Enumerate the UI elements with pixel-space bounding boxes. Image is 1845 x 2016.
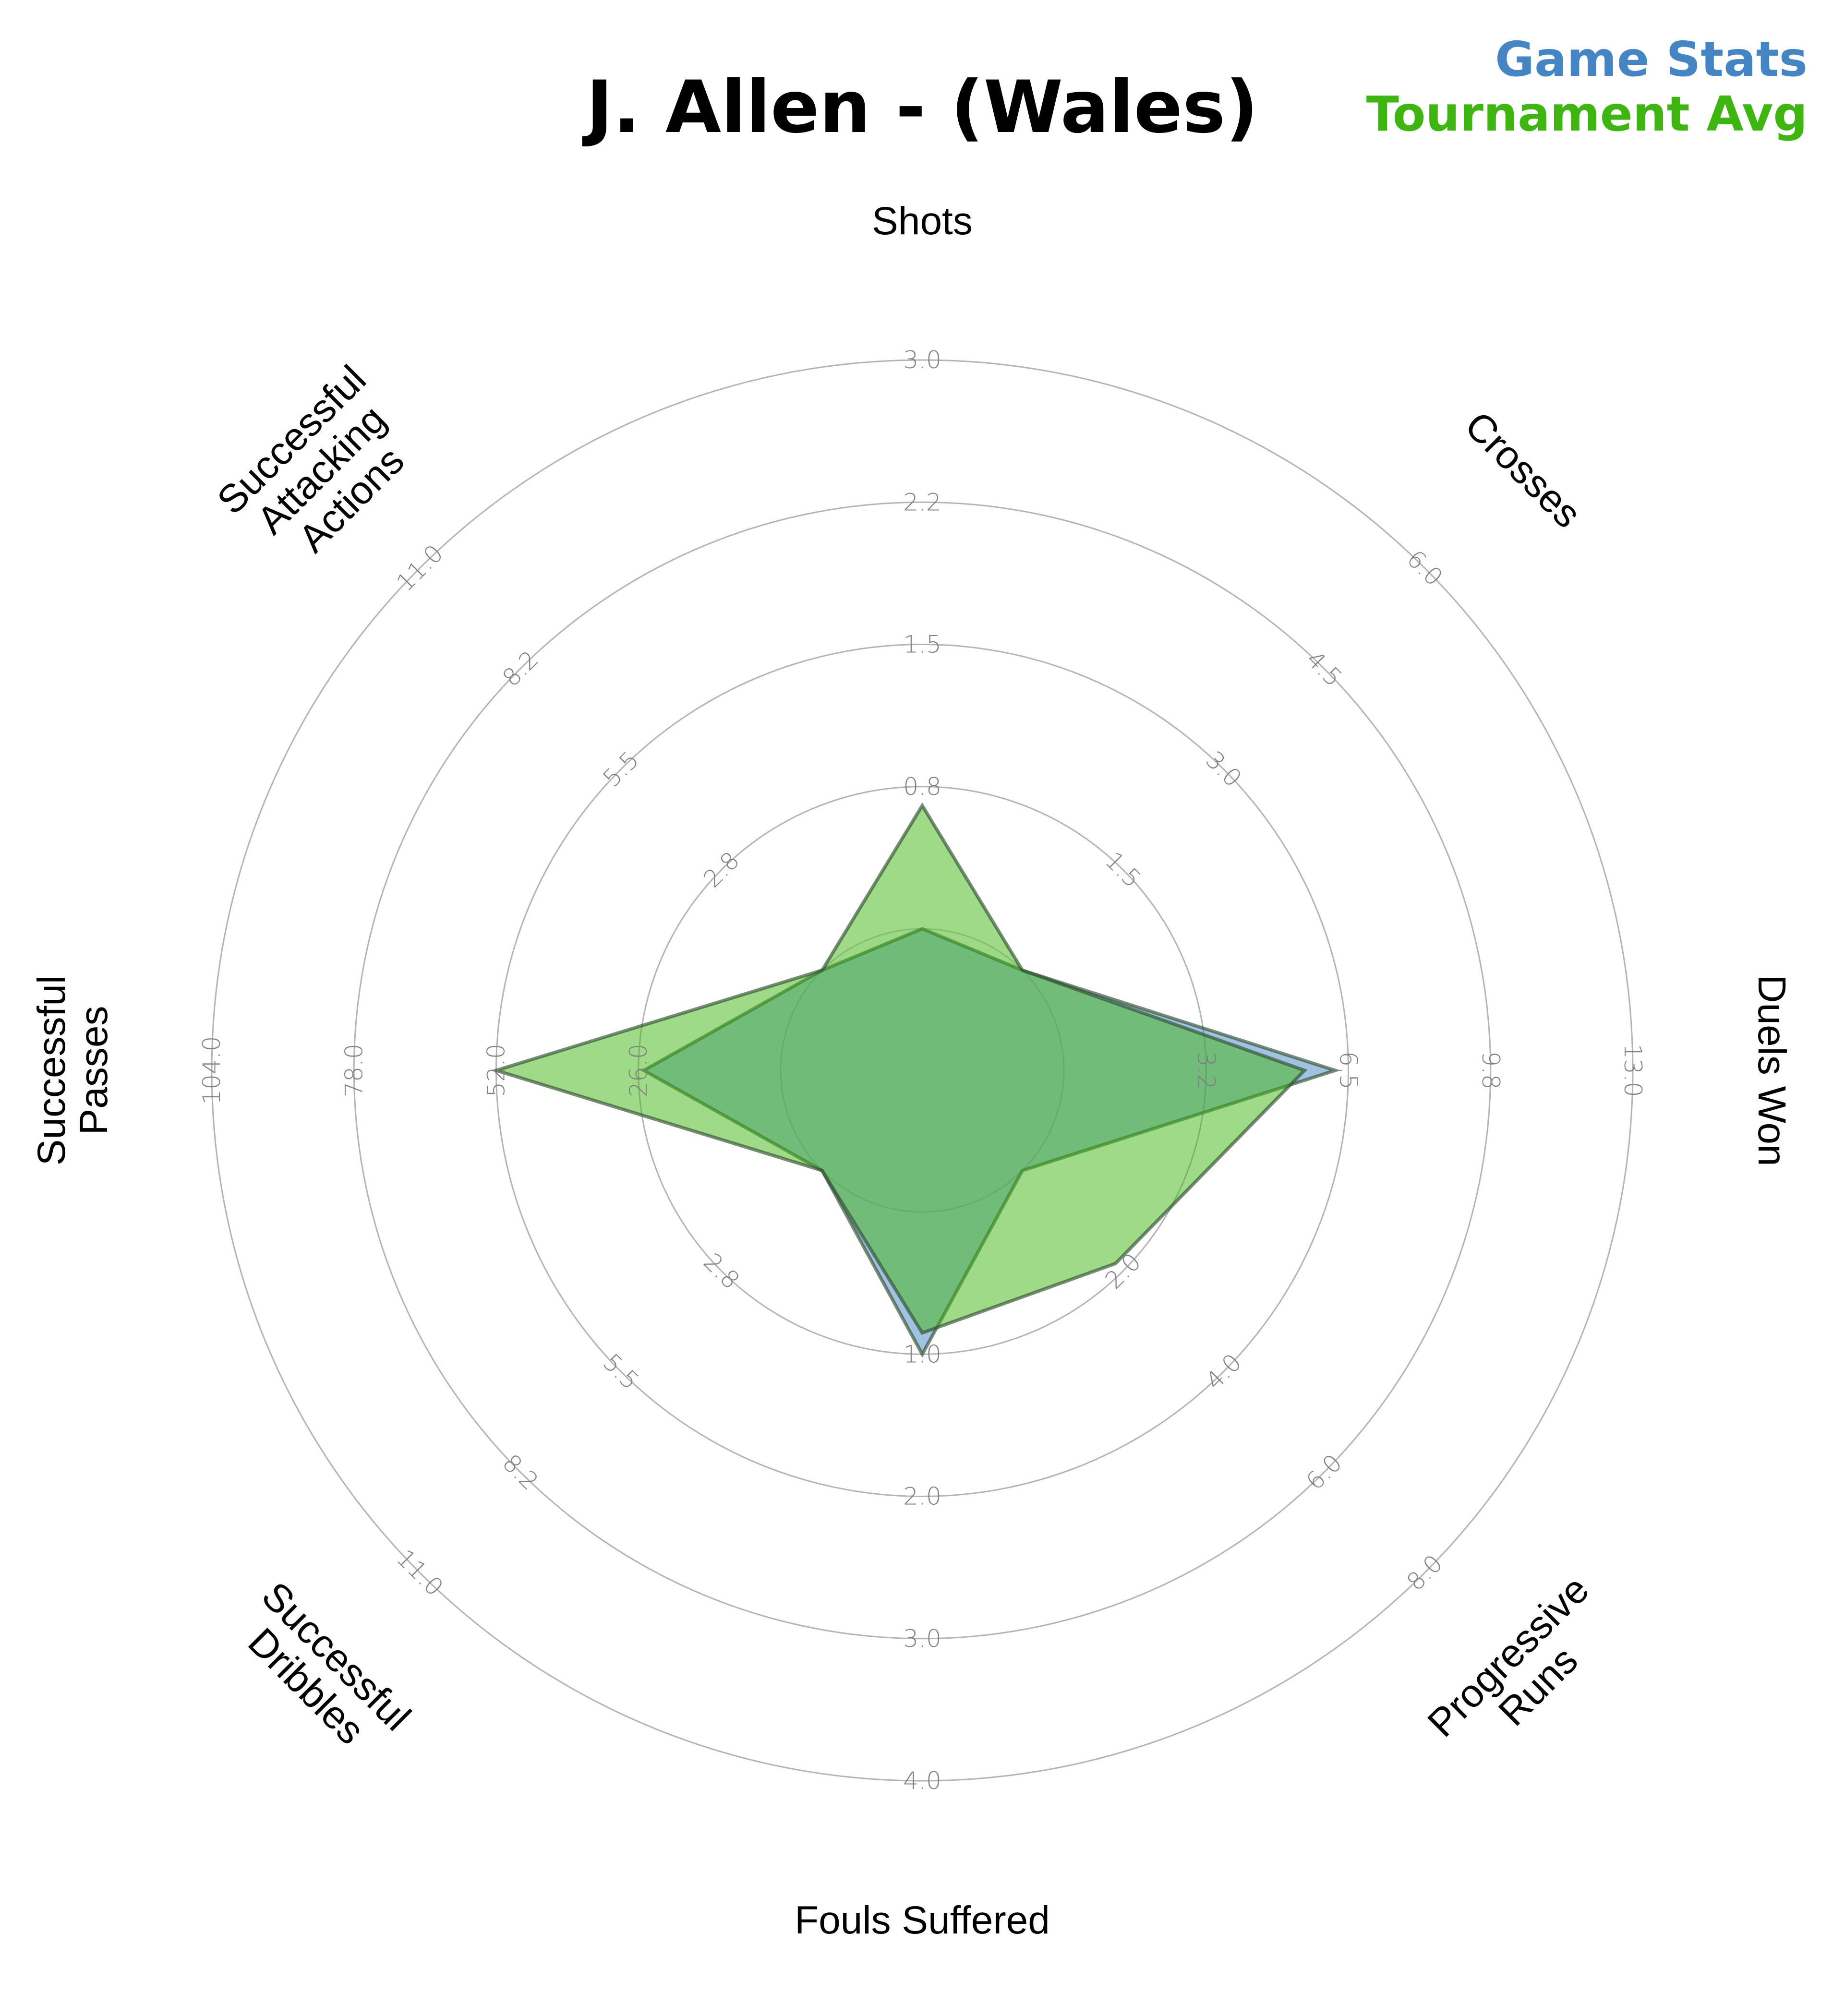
axis-label-duels-won: Duels Won [1750, 974, 1794, 1166]
tick-label: 2.8 [698, 1248, 745, 1294]
tick-label: 1.5 [903, 631, 941, 659]
axis-label-shots: Shots [872, 199, 973, 243]
tick-label: 3.2 [1192, 1051, 1220, 1090]
tick-label: 6.5 [1335, 1051, 1363, 1090]
tick-label: 1.5 [1099, 846, 1146, 893]
tick-label: 0.8 [903, 773, 941, 801]
radar-series [490, 802, 1341, 1358]
tick-label: 3.0 [903, 1625, 941, 1653]
legend-tournament-avg: Tournament Avg [1366, 86, 1808, 142]
tick-label: 2.2 [903, 488, 941, 516]
axis-label-crosses: Crosses [1457, 403, 1590, 536]
tick-label: 9.8 [1477, 1051, 1505, 1090]
series-tournament-avg-polygon [490, 802, 1308, 1335]
tick-label: 78.0 [340, 1044, 368, 1097]
axis-label-successful-passes: SuccessfulPasses [30, 975, 116, 1166]
tick-label: 13.0 [1619, 1044, 1647, 1097]
tick-label: 2.8 [698, 846, 745, 893]
chart-title: J. Allen - (Wales) [582, 66, 1258, 149]
axis-label-successful-dribbles: SuccessfulDribbles [224, 1573, 419, 1769]
tick-label: 52.0 [482, 1044, 510, 1097]
tick-label: 3.0 [903, 346, 941, 374]
radar-tick-labels: 0.81.52.23.01.53.04.56.03.2 6.5 9.8 13.02.0… [198, 346, 1647, 1795]
axis-label-progressive-runs: ProgressiveRuns [1420, 1568, 1628, 1776]
tick-label: 26.0 [625, 1044, 652, 1097]
axis-label-fouls-suffered: Fouls Suffered [795, 1898, 1050, 1942]
grid-ring [353, 501, 1492, 1640]
tick-label: 4.0 [903, 1767, 941, 1795]
tick-label: 2.0 [903, 1483, 941, 1511]
axis-label-successful-attacking-actions: SuccessfulAttackingActions [209, 357, 434, 582]
legend-game-stats: Game Stats [1495, 31, 1808, 87]
grid-ring [211, 359, 1634, 1782]
tick-label: 1.0 [903, 1340, 941, 1368]
tick-label: 104.0 [198, 1036, 226, 1104]
